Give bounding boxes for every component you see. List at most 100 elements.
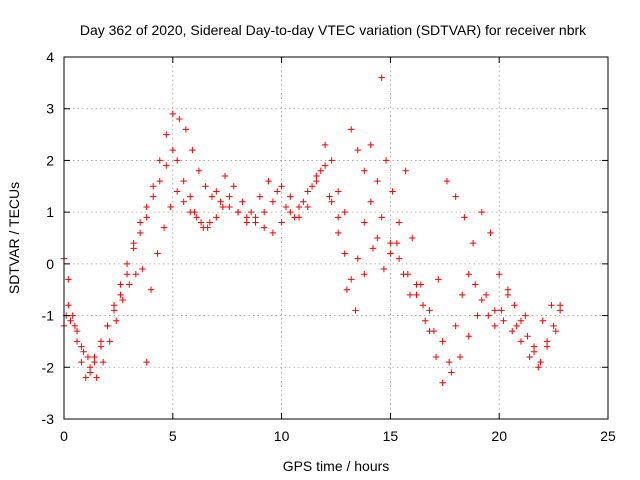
data-point xyxy=(239,198,246,205)
data-point xyxy=(417,281,425,288)
x-axis-label: GPS time / hours xyxy=(283,458,390,474)
data-point xyxy=(132,271,140,278)
data-point xyxy=(300,198,307,205)
data-point xyxy=(136,219,144,226)
data-point xyxy=(213,188,220,195)
data-point xyxy=(341,250,348,257)
data-point xyxy=(552,327,559,335)
data-point xyxy=(456,353,464,361)
data-point xyxy=(491,322,499,330)
data-point xyxy=(348,126,355,133)
data-point xyxy=(408,234,416,242)
data-point xyxy=(291,214,298,221)
x-tick-label: 10 xyxy=(274,428,290,444)
data-point xyxy=(550,322,557,330)
y-tick-label: 1 xyxy=(46,204,54,220)
data-point xyxy=(84,353,92,361)
data-point xyxy=(217,198,224,205)
data-point xyxy=(278,219,285,226)
data-point xyxy=(156,157,163,164)
data-point xyxy=(334,229,342,237)
series-1 xyxy=(60,146,564,386)
data-point xyxy=(334,214,342,221)
data-point xyxy=(452,322,459,330)
data-point xyxy=(352,307,359,314)
data-point xyxy=(430,327,438,335)
y-axis-label: SDTVAR / TECUs xyxy=(6,182,22,294)
y-tick-label: 0 xyxy=(46,256,54,272)
data-point xyxy=(126,281,133,288)
chart-title: Day 362 of 2020, Sidereal Day-to-day VTE… xyxy=(80,22,587,38)
data-point xyxy=(524,333,531,340)
y-tick-label: 4 xyxy=(46,49,54,65)
data-point xyxy=(526,353,533,361)
data-point xyxy=(448,369,455,376)
data-point xyxy=(426,307,433,314)
data-point xyxy=(123,260,131,268)
data-point xyxy=(443,177,451,185)
data-point xyxy=(195,167,203,174)
data-point xyxy=(99,358,107,366)
data-point xyxy=(354,146,361,154)
data-point xyxy=(361,167,368,174)
data-point xyxy=(193,214,200,221)
data-point xyxy=(173,157,181,164)
data-point xyxy=(517,317,525,324)
data-point xyxy=(143,214,150,221)
data-point xyxy=(511,302,518,309)
data-point xyxy=(219,203,227,211)
data-point xyxy=(136,229,144,237)
data-point xyxy=(469,239,477,247)
data-point xyxy=(478,208,485,216)
data-point xyxy=(176,115,183,123)
data-point xyxy=(367,141,375,149)
data-point xyxy=(260,208,268,216)
data-point xyxy=(113,317,120,324)
data-point xyxy=(539,317,546,324)
data-point xyxy=(485,312,492,319)
data-point xyxy=(147,286,155,293)
data-point xyxy=(278,183,285,190)
data-point xyxy=(163,131,170,138)
data-point xyxy=(230,183,237,190)
data-point xyxy=(295,203,303,211)
data-point xyxy=(378,74,385,81)
data-point xyxy=(472,281,479,288)
data-point xyxy=(226,203,233,211)
data-point xyxy=(326,193,333,200)
data-point xyxy=(130,239,137,247)
data-point xyxy=(509,327,516,335)
data-point xyxy=(406,291,414,299)
data-point xyxy=(117,281,124,288)
data-points xyxy=(60,74,564,386)
data-point xyxy=(530,343,538,350)
data-point xyxy=(402,167,409,174)
data-point xyxy=(65,276,72,283)
y-tick-label: 2 xyxy=(46,152,54,168)
data-point xyxy=(197,219,205,226)
series-3 xyxy=(67,167,559,381)
data-point xyxy=(247,208,255,216)
data-point xyxy=(452,193,459,200)
data-point xyxy=(189,146,196,154)
data-point xyxy=(321,141,329,149)
data-point xyxy=(304,203,311,211)
data-point xyxy=(445,358,453,366)
data-point xyxy=(537,358,544,366)
data-point xyxy=(313,177,320,185)
data-point xyxy=(413,291,420,299)
data-point xyxy=(380,265,388,273)
data-point xyxy=(73,338,81,345)
grid-lines xyxy=(64,57,608,419)
data-point xyxy=(374,177,381,185)
data-point xyxy=(491,307,499,314)
data-point xyxy=(287,208,294,216)
data-point xyxy=(422,317,429,324)
data-point xyxy=(317,167,324,174)
data-point xyxy=(143,358,150,366)
data-point xyxy=(169,146,176,154)
data-point xyxy=(419,302,427,309)
y-tick-label: -3 xyxy=(42,411,55,427)
data-point xyxy=(65,302,72,309)
data-point xyxy=(432,353,440,361)
